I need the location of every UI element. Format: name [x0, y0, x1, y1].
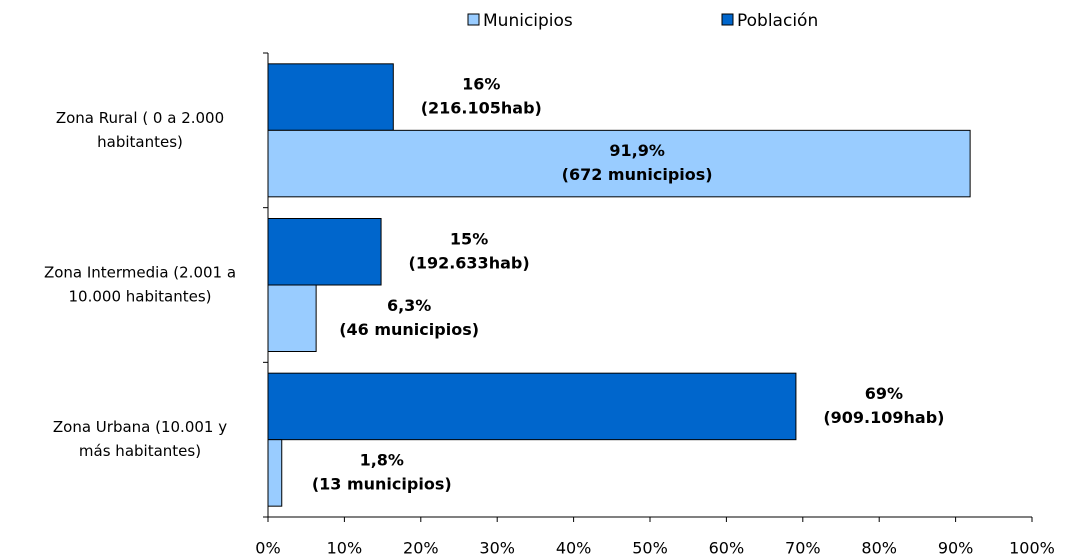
- data-label: (13 municipios): [312, 474, 452, 493]
- category-label: habitantes): [97, 133, 183, 151]
- x-tick-label: 30%: [479, 539, 515, 558]
- x-tick-label: 70%: [785, 539, 821, 558]
- x-tick-label: 0%: [255, 539, 280, 558]
- x-tick-label: 80%: [861, 539, 897, 558]
- bar: [267, 439, 283, 507]
- data-label: 69%: [865, 384, 903, 403]
- data-label: (192.633hab): [409, 253, 530, 272]
- data-label: 16%: [462, 75, 500, 94]
- category-label: Zona Intermedia (2.001 a: [44, 264, 236, 282]
- bar: [267, 372, 797, 441]
- data-label: (672 municipios): [562, 165, 713, 184]
- data-label: 91,9%: [609, 141, 665, 160]
- x-tick-label: 50%: [632, 539, 668, 558]
- data-label: (909.109hab): [823, 408, 944, 427]
- data-label: (216.105hab): [421, 99, 542, 118]
- bar: [267, 218, 382, 286]
- data-label: 1,8%: [360, 450, 404, 469]
- category-label: más habitantes): [79, 442, 201, 460]
- category-label: Zona Urbana (10.001 y: [53, 418, 227, 436]
- x-tick-label: 10%: [327, 539, 363, 558]
- category-label: Zona Rural ( 0 a 2.000: [56, 109, 224, 127]
- category-label: 10.000 habitantes): [69, 288, 212, 306]
- x-tick-label: 90%: [938, 539, 974, 558]
- legend-swatch: [721, 13, 734, 26]
- data-label: (46 municipios): [339, 320, 479, 339]
- bar: [267, 129, 971, 198]
- legend-label: Población: [737, 11, 818, 31]
- legend-label: Municipios: [483, 11, 573, 31]
- x-tick-label: 40%: [556, 539, 592, 558]
- data-label: 15%: [450, 229, 488, 248]
- x-tick-label: 20%: [403, 539, 439, 558]
- bar: [267, 63, 394, 131]
- x-tick-label: 60%: [709, 539, 745, 558]
- legend-swatch: [467, 13, 480, 26]
- bar: [267, 284, 317, 352]
- data-label: 6,3%: [387, 296, 431, 315]
- x-tick-label: 100%: [1009, 539, 1055, 558]
